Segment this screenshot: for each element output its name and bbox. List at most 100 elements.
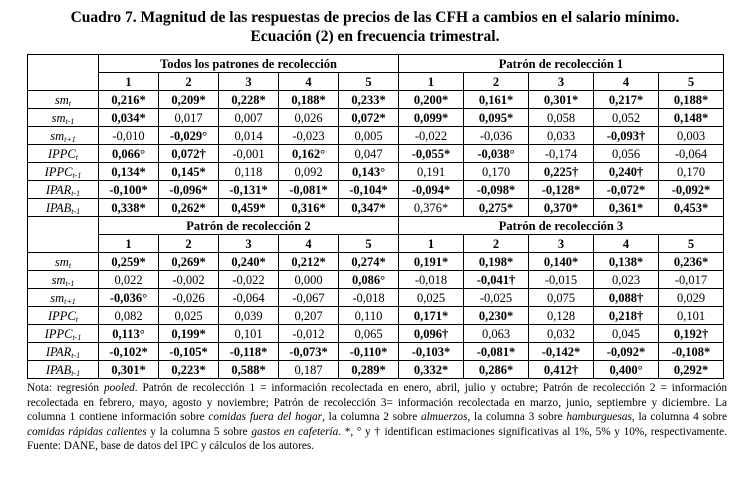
coefficient-cell: 0,072* (338, 108, 399, 127)
column-number: 4 (278, 72, 339, 91)
coefficient-cell: 0,039 (218, 306, 279, 325)
column-number: 4 (593, 72, 659, 91)
coefficient-cell: 0,162° (278, 144, 339, 163)
coefficient-cell: 0,301* (98, 360, 159, 379)
coefficient-cell: 0,113° (98, 324, 159, 343)
coefficient-cell: -0,102* (98, 342, 159, 361)
row-label: smt-1 (27, 108, 99, 127)
coefficient-cell: 0,034* (98, 108, 159, 127)
coefficient-cell: 0,191* (398, 252, 464, 271)
coefficient-cell: 0,003 (658, 126, 724, 145)
note-text: , la columna 2 sobre (322, 411, 421, 424)
coefficient-cell: -0,081* (278, 180, 339, 199)
note-italic-text: comidas rápidas calientes (27, 425, 147, 438)
coefficient-cell: -0,094* (398, 180, 464, 199)
coefficient-cell: 0,143° (338, 162, 399, 181)
coefficient-cell: -0,118* (218, 342, 279, 361)
column-number: 5 (338, 234, 399, 253)
coefficient-cell: 0,171* (398, 306, 464, 325)
coefficient-cell: 0,022 (98, 270, 159, 289)
coefficient-cell: 0,230* (463, 306, 529, 325)
coefficient-cell: -0,002 (158, 270, 219, 289)
coefficient-cell: 0,092 (278, 162, 339, 181)
coefficient-cell: -0,012 (278, 324, 339, 343)
coefficient-cell: 0,233* (338, 90, 399, 109)
coefficient-cell: 0,209* (158, 90, 219, 109)
coefficient-cell: 0,065 (338, 324, 399, 343)
note-text: , la columna 3 sobre (467, 411, 567, 424)
row-label: smt (27, 90, 99, 109)
coefficient-cell: 0,228* (218, 90, 279, 109)
coefficient-cell: 0,218† (593, 306, 659, 325)
coefficient-cell: -0,018 (398, 270, 464, 289)
coefficient-cell: 0,191 (398, 162, 464, 181)
note-text: . Patrón de recolección 1 = información … (27, 382, 728, 424)
panel-title: Todos los patrones de recolección (98, 54, 399, 73)
coefficient-cell: -0,055* (398, 144, 464, 163)
column-number: 3 (528, 72, 594, 91)
coefficient-cell: -0,110* (338, 342, 399, 361)
table-row: IPARt-1 -0,100* -0,096* -0,131* -0,081* -0,10… (27, 180, 724, 199)
column-number: 5 (338, 72, 399, 91)
coefficient-cell: 0,192† (658, 324, 724, 343)
coefficient-cell: 0,007 (218, 108, 279, 127)
row-label: smt-1 (27, 270, 99, 289)
coefficient-cell: -0,023 (278, 126, 339, 145)
row-label: IPARt-1 (27, 342, 99, 361)
coefficient-cell: -0,092* (593, 342, 659, 361)
coefficient-cell: -0,064 (658, 144, 724, 163)
coefficient-cell: 0,118 (218, 162, 279, 181)
column-number: 3 (218, 234, 279, 253)
corner-cell (27, 216, 99, 253)
note-italic-text: comidas fuera del hogar (208, 411, 323, 424)
note-italic-text: pooled (104, 382, 135, 394)
table-row: IPABt-1 0,338* 0,262* 0,459* 0,316* 0,347* 0,3… (27, 198, 724, 217)
coefficient-cell: 0,376* (398, 198, 464, 217)
table-row: IPPCt 0,082 0,025 0,039 0,207 0,110 0,171* 0,23… (27, 306, 724, 325)
coefficient-cell: 0,338* (98, 198, 159, 217)
column-number: 1 (398, 234, 464, 253)
coefficient-cell: 0,286* (463, 360, 529, 379)
note-italic-text: gastos en cafetería (251, 425, 339, 438)
coefficient-cell: -0,067 (278, 288, 339, 307)
coefficient-cell: 0,370* (528, 198, 594, 217)
coefficient-cell: 0,058 (528, 108, 594, 127)
table-row: smt+1 -0,010 -0,029° 0,014 -0,023 0,005 -0,022… (27, 126, 724, 145)
coefficient-cell: 0,063 (463, 324, 529, 343)
note-text: y la columna 5 sobre (146, 425, 252, 438)
coefficient-cell: 0,075 (528, 288, 594, 307)
coefficient-cell: 0,198* (463, 252, 529, 271)
coefficient-cell: 0,148* (658, 108, 724, 127)
column-number: 2 (158, 72, 219, 91)
coefficient-cell: 0,292* (658, 360, 724, 379)
coefficient-cell: -0,142* (528, 342, 594, 361)
coefficient-cell: -0,029° (158, 126, 219, 145)
column-number: 5 (658, 72, 724, 91)
coefficient-cell: 0,332* (398, 360, 464, 379)
note-italic-text: hamburguesas (566, 411, 632, 424)
column-number: 4 (278, 234, 339, 253)
coefficient-cell: 0,361* (593, 198, 659, 217)
coefficient-cell: -0,025 (463, 288, 529, 307)
column-number: 1 (98, 234, 159, 253)
coefficient-cell: -0,001 (218, 144, 279, 163)
row-label: IPABt-1 (27, 198, 99, 217)
coefficient-cell: 0,199* (158, 324, 219, 343)
row-label: IPABt-1 (27, 360, 99, 379)
coefficient-cell: 0,029 (658, 288, 724, 307)
row-label: IPPCt-1 (27, 162, 99, 181)
coefficient-cell: 0,301* (528, 90, 594, 109)
column-number: 1 (98, 72, 159, 91)
coefficient-cell: -0,041† (463, 270, 529, 289)
coefficient-cell: -0,036° (98, 288, 159, 307)
coefficient-cell: 0,188* (658, 90, 724, 109)
coefficient-cell: 0,099* (398, 108, 464, 127)
title-line-2: Ecuación (2) en frecuencia trimestral. (250, 28, 500, 45)
table-row: IPARt-1 -0,102* -0,105* -0,118* -0,073* -0,11… (27, 342, 724, 361)
coefficient-cell: 0,347* (338, 198, 399, 217)
row-label: smt+1 (27, 288, 99, 307)
table-row: IPPCt-1 0,134* 0,145* 0,118 0,092 0,143° 0,191… (27, 162, 724, 181)
coefficient-cell: 0,096† (398, 324, 464, 343)
